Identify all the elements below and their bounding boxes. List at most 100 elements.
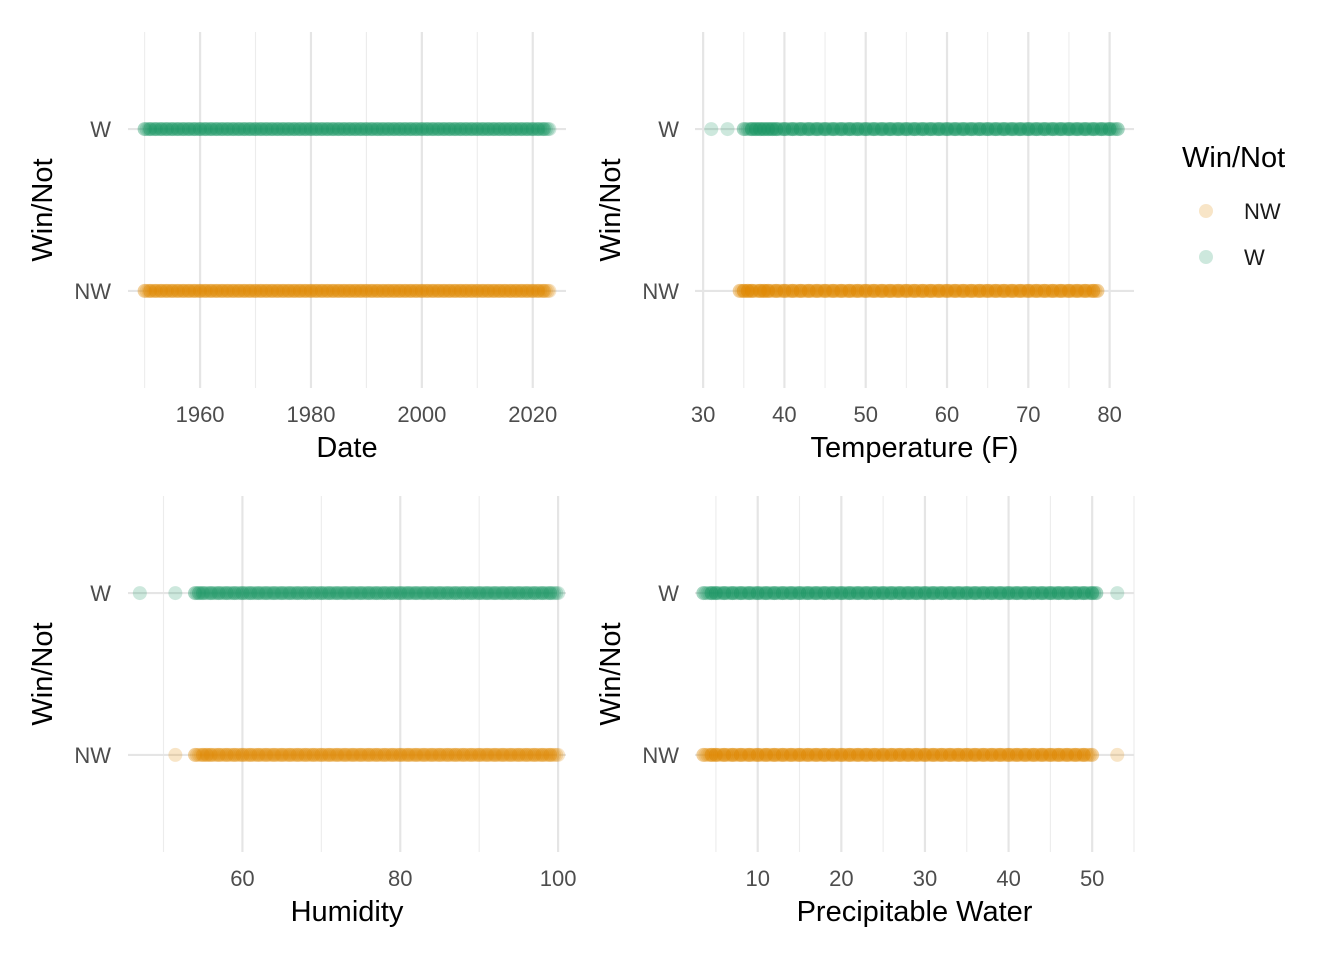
point-nw <box>1026 747 1041 762</box>
point-w <box>818 122 833 137</box>
point-w <box>834 122 849 137</box>
point-w <box>181 122 196 137</box>
point-w <box>972 586 987 601</box>
point-nw <box>769 747 784 762</box>
point-nw <box>846 283 861 298</box>
point-w <box>251 586 266 601</box>
point-nw <box>258 283 273 298</box>
point-w <box>993 586 1008 601</box>
point-nw <box>1053 283 1068 298</box>
point-w <box>866 122 881 137</box>
point-nw <box>779 747 794 762</box>
point-w <box>401 586 416 601</box>
point-w <box>919 122 934 137</box>
point-w <box>402 122 417 137</box>
point-w <box>1110 122 1125 137</box>
point-nw <box>435 283 450 298</box>
point-w <box>298 122 313 137</box>
point-nw <box>1043 747 1058 762</box>
point-nw <box>907 283 922 298</box>
point-w <box>274 586 289 601</box>
point-w <box>792 586 807 601</box>
point-w <box>224 122 239 137</box>
point-nw <box>521 747 536 762</box>
point-nw <box>274 747 289 762</box>
point-nw <box>460 747 475 762</box>
point-nw <box>197 283 212 298</box>
point-nw <box>352 283 367 298</box>
point-nw <box>821 747 836 762</box>
point-nw <box>490 283 505 298</box>
point-nw <box>237 283 252 298</box>
point-nw <box>541 747 556 762</box>
legend-label-nw: NW <box>1244 199 1281 224</box>
point-nw <box>243 747 258 762</box>
point-nw <box>741 747 756 762</box>
point-nw <box>834 283 849 298</box>
point-w <box>474 122 489 137</box>
point-nw <box>416 283 431 298</box>
point-nw <box>477 283 492 298</box>
point-nw <box>1078 283 1093 298</box>
point-nw <box>895 283 910 298</box>
point-nw <box>876 283 891 298</box>
point-nw <box>203 747 218 762</box>
point-nw <box>255 747 270 762</box>
point-nw <box>442 747 457 762</box>
point-nw <box>1026 747 1041 762</box>
point-w <box>868 122 883 137</box>
point-nw <box>980 283 995 298</box>
point-w <box>994 122 1009 137</box>
point-w <box>209 122 224 137</box>
point-w <box>744 122 759 137</box>
point-w <box>283 122 298 137</box>
point-w <box>303 122 318 137</box>
point-w <box>890 586 905 601</box>
point-w <box>159 122 174 137</box>
point-nw <box>1024 747 1039 762</box>
point-w <box>529 122 544 137</box>
point-w <box>964 122 979 137</box>
point-nw <box>892 747 907 762</box>
point-nw <box>740 283 755 298</box>
point-w <box>763 586 778 601</box>
point-w <box>292 586 307 601</box>
point-nw <box>518 283 533 298</box>
point-nw <box>986 747 1001 762</box>
point-w <box>289 122 304 137</box>
point-nw <box>723 747 738 762</box>
point-w <box>909 586 924 601</box>
point-w <box>349 586 364 601</box>
point-nw <box>223 747 238 762</box>
point-nw <box>905 747 920 762</box>
point-w <box>387 122 402 137</box>
point-nw <box>245 747 260 762</box>
point-w <box>851 586 866 601</box>
point-nw <box>172 283 187 298</box>
y-tick-label: NW <box>642 743 679 768</box>
point-nw <box>366 283 381 298</box>
x-tick-label: 100 <box>540 866 577 891</box>
point-nw <box>938 747 953 762</box>
point-w <box>931 122 946 137</box>
point-w <box>519 586 534 601</box>
point-w <box>846 586 861 601</box>
point-nw <box>344 747 359 762</box>
point-w <box>917 586 932 601</box>
point-w <box>383 122 398 137</box>
point-nw <box>261 283 276 298</box>
point-nw <box>948 283 963 298</box>
point-nw <box>535 747 550 762</box>
point-nw <box>178 283 193 298</box>
point-w <box>765 586 780 601</box>
point-w <box>319 122 334 137</box>
point-w <box>1067 122 1082 137</box>
point-nw <box>773 747 788 762</box>
point-w <box>1045 122 1060 137</box>
point-nw <box>944 283 959 298</box>
point-w <box>413 122 428 137</box>
point-w <box>414 122 429 137</box>
point-w <box>1074 122 1089 137</box>
point-nw <box>925 747 940 762</box>
point-nw <box>396 283 411 298</box>
